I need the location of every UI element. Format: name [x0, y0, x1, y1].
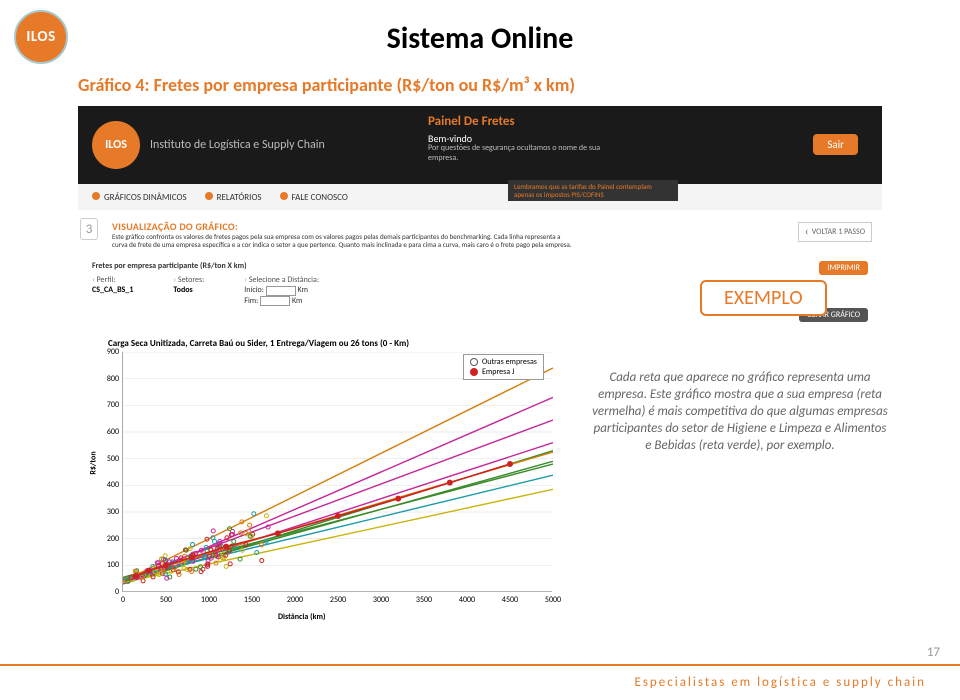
page-number: 17 [927, 645, 940, 660]
filter-title: Fretes por empresa participante (R$/ton … [92, 261, 247, 271]
nav-notice: Lembramos que as tarifas do Painel conte… [508, 180, 678, 201]
legend-empresa: Empresa J [482, 367, 514, 377]
step-block: 3 VISUALIZAÇÃO DO GRÁFICO: Este gráfico … [78, 218, 882, 251]
page-title: Sistema Online [0, 20, 960, 57]
chart-legend: Outras empresas Empresa J [463, 354, 544, 380]
chart-subtitle: Gráfico 4: Fretes por empresa participan… [78, 74, 575, 96]
chart-title: Carga Seca Unitizada, Carreta Baú ou Sid… [108, 338, 882, 349]
nav-item-fale[interactable]: FALE CONOSCO [280, 192, 348, 203]
nav-item-relatorios[interactable]: RELATÓRIOS [205, 192, 262, 203]
legend-marker-outras [470, 358, 478, 366]
step-text: Este gráfico confronta os valores de fre… [112, 233, 572, 249]
banner-brand: Instituto de Logística e Supply Chain [150, 138, 325, 152]
perfil-value: CS_CA_BS_1 [92, 285, 133, 295]
panel-title: Painel De Fretes [428, 114, 515, 129]
description-text: Cada reta que aparece no gráfico represe… [590, 370, 890, 454]
exemplo-badge: EXEMPLO [700, 280, 827, 316]
banner-logo: ILOS [92, 121, 140, 169]
setores-value: Todos [173, 285, 204, 295]
app-banner: ILOS Instituto de Logística e Supply Cha… [78, 106, 882, 184]
fim-label: Fim: [244, 296, 258, 306]
inicio-input[interactable] [266, 286, 296, 296]
fim-input[interactable] [260, 296, 290, 306]
logout-button[interactable]: Sair [813, 134, 858, 155]
back-button[interactable]: VOLTAR 1 PASSO [798, 222, 872, 242]
legend-marker-empresa [470, 368, 478, 376]
inicio-label: Início: [244, 285, 264, 295]
chart-canvas: Outras empresas Empresa J 01002003004005… [122, 352, 552, 592]
distancia-label: Selecione a Distância: [244, 275, 319, 285]
x-axis-label: Distância (km) [278, 612, 325, 622]
footer-divider [0, 664, 960, 666]
step-number: 3 [80, 218, 98, 240]
perfil-label: Perfil: [92, 275, 133, 285]
legend-outras: Outras empresas [482, 357, 537, 367]
welcome-subtext: Por questões de segurança ocultamos o no… [428, 144, 608, 163]
nav-item-graficos[interactable]: GRÁFICOS DINÂMICOS [92, 192, 187, 203]
footer-text: Especialistas em logística e supply chai… [634, 675, 926, 690]
chart-svg [123, 352, 553, 592]
setores-label: Setores: [173, 275, 204, 285]
nav-row: GRÁFICOS DINÂMICOS RELATÓRIOS FALE CONOS… [78, 184, 882, 210]
screenshot-panel: ILOS Instituto de Logística e Supply Cha… [78, 106, 882, 618]
print-button[interactable]: IMPRIMIR [819, 261, 868, 275]
